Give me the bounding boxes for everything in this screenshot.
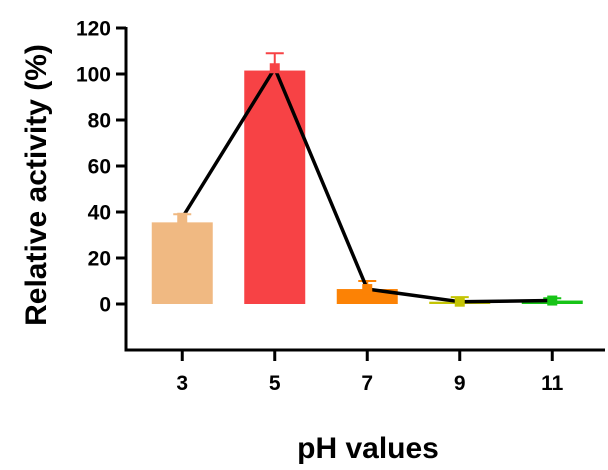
axes-layer <box>116 26 605 361</box>
y-tick-label-60: 60 <box>88 156 111 179</box>
bars-layer <box>151 70 583 304</box>
bar-ph-5 <box>244 70 306 304</box>
trend-point-ph-3 <box>177 212 188 223</box>
tick-labels-layer: 0 20 40 60 80 100 120 3 5 7 9 11 <box>76 18 564 396</box>
error-bars-layer <box>173 52 562 302</box>
trend-point-ph-11 <box>547 295 558 306</box>
x-tick-label-7: 7 <box>361 372 373 395</box>
x-tick-label-9: 9 <box>454 372 466 395</box>
x-tick-label-5: 5 <box>269 372 281 395</box>
x-tick-label-11: 11 <box>541 372 564 395</box>
x-tick-label-3: 3 <box>176 372 188 395</box>
trend-line <box>180 66 553 304</box>
trend-point-ph-9 <box>454 296 465 307</box>
trend-line-layer <box>177 63 558 307</box>
trend-point-ph-5 <box>269 63 280 74</box>
trend-point-ph-7 <box>362 284 373 295</box>
y-tick-label-0: 0 <box>99 294 111 317</box>
y-tick-label-80: 80 <box>88 110 111 133</box>
x-axis-title: pH values <box>297 432 439 465</box>
y-tick-label-100: 100 <box>76 64 111 87</box>
y-axis-title: Relative activity (%) <box>20 44 53 326</box>
y-tick-label-40: 40 <box>88 202 111 225</box>
y-tick-label-120: 120 <box>76 18 111 41</box>
bar-ph-3 <box>151 222 213 304</box>
y-tick-label-20: 20 <box>88 248 111 271</box>
